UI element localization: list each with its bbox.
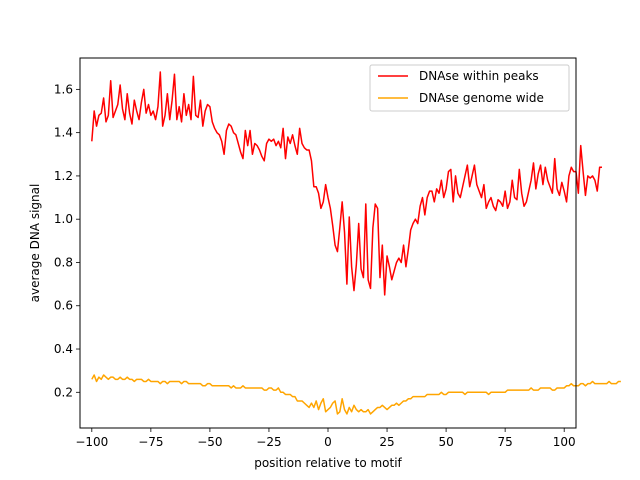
x-tick-label: 25 xyxy=(379,435,394,449)
x-tick-label: 100 xyxy=(553,435,576,449)
y-axis-label: average DNA signal xyxy=(28,184,42,303)
x-tick-label: −100 xyxy=(75,435,108,449)
y-axis: 0.2 0.4 0.6 0.8 1.0 1.2 1.4 1.6 xyxy=(54,82,80,399)
x-tick-label: 50 xyxy=(438,435,453,449)
y-tick-label: 1.0 xyxy=(54,212,73,226)
y-tick-label: 0.6 xyxy=(54,299,73,313)
x-tick-label: −50 xyxy=(197,435,222,449)
y-tick-label: 1.2 xyxy=(54,169,73,183)
series-line-within-peaks xyxy=(91,71,602,296)
y-tick-label: 0.8 xyxy=(54,255,73,269)
x-axis: −100 −75 −50 −25 0 25 50 75 100 xyxy=(75,428,576,449)
y-tick-label: 1.4 xyxy=(54,126,73,140)
legend: DNAse within peaks DNAse genome wide xyxy=(369,64,570,112)
legend-box xyxy=(369,64,570,112)
series-line-genome-wide xyxy=(91,374,621,415)
x-tick-label: −25 xyxy=(256,435,281,449)
x-tick-label: 75 xyxy=(498,435,513,449)
legend-label-within-peaks: DNAse within peaks xyxy=(419,69,539,83)
x-tick-label: 0 xyxy=(324,435,332,449)
x-axis-label: position relative to motif xyxy=(254,456,402,470)
x-tick-label: −75 xyxy=(138,435,163,449)
y-tick-label: 0.2 xyxy=(54,385,73,399)
y-tick-label: 0.4 xyxy=(54,342,73,356)
legend-label-genome-wide: DNAse genome wide xyxy=(419,91,544,105)
series-layer xyxy=(91,71,621,415)
y-tick-label: 1.6 xyxy=(54,82,73,96)
